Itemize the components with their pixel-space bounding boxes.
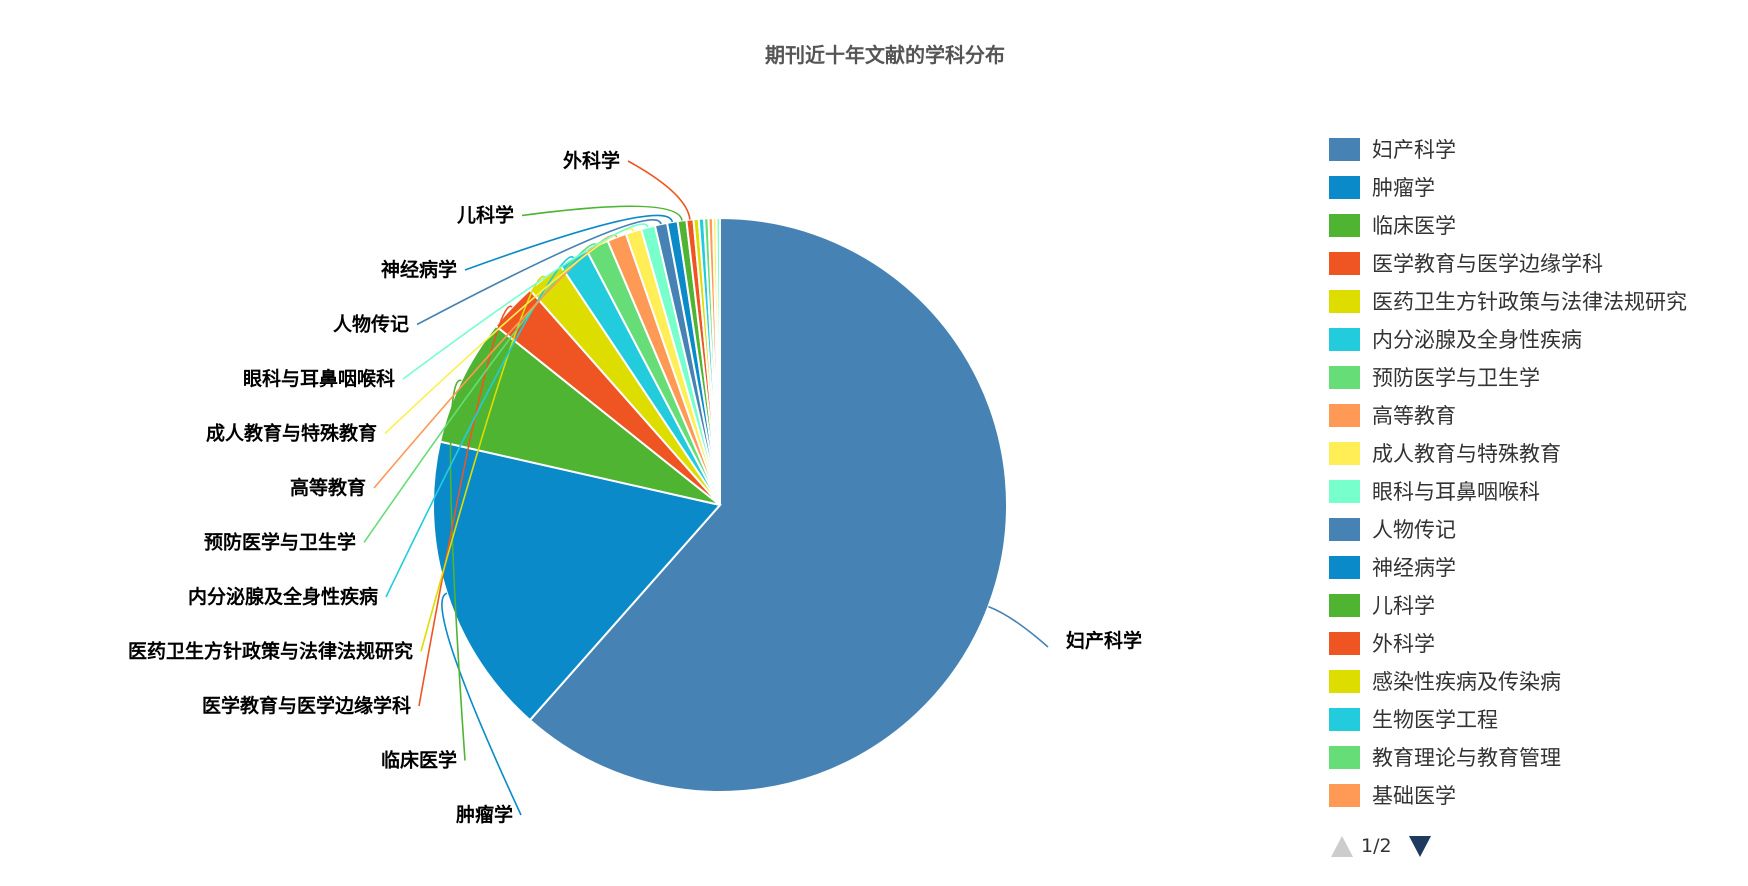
legend-label-8: 成人教育与特殊教育 xyxy=(1372,442,1561,466)
legend-label-4: 医药卫生方针政策与法律法规研究 xyxy=(1372,290,1687,314)
slice-label-8: 成人教育与特殊教育 xyxy=(206,422,377,445)
pie-slice-19[interactable] xyxy=(715,216,721,506)
leader-line-9 xyxy=(402,223,649,380)
legend-label-1: 肿瘤学 xyxy=(1372,176,1435,200)
legend-label-14: 感染性疾病及传染病 xyxy=(1372,670,1561,694)
leader-line-4 xyxy=(420,275,546,652)
slice-label-9: 眼科与耳鼻咽喉科 xyxy=(243,367,395,390)
legend-swatch-14 xyxy=(1329,670,1360,693)
legend-label-5: 内分泌腺及全身性疾病 xyxy=(1372,328,1582,352)
legend-label-17: 基础医学 xyxy=(1372,784,1456,808)
slice-label-2: 临床医学 xyxy=(381,749,457,772)
slice-label-4: 医药卫生方针政策与法律法规研究 xyxy=(128,640,413,663)
legend-item-1[interactable]: 肿瘤学 xyxy=(1329,176,1435,200)
legend-label-6: 预防医学与卫生学 xyxy=(1372,366,1540,390)
legend-swatch-11 xyxy=(1329,556,1360,579)
legend-swatch-15 xyxy=(1329,708,1360,731)
pager-text: 1/2 xyxy=(1361,835,1392,857)
label-leader-lines xyxy=(363,160,1049,816)
pager-prev-icon[interactable] xyxy=(1331,836,1353,857)
legend-swatch-2 xyxy=(1329,214,1360,237)
legend-item-0[interactable]: 妇产科学 xyxy=(1329,138,1456,162)
legend-swatch-6 xyxy=(1329,366,1360,389)
pie-slices xyxy=(432,216,1008,793)
slice-label-7: 高等教育 xyxy=(290,476,366,499)
slice-label-6: 预防医学与卫生学 xyxy=(204,531,356,554)
slice-label-12: 儿科学 xyxy=(456,204,514,227)
legend-item-10[interactable]: 人物传记 xyxy=(1329,518,1456,542)
legend-swatch-7 xyxy=(1329,404,1360,427)
leader-line-3 xyxy=(418,305,513,707)
leader-line-0 xyxy=(988,605,1049,648)
chart-title: 期刊近十年文献的学科分布 xyxy=(765,43,1005,67)
leader-line-1 xyxy=(441,592,522,816)
legend-swatch-9 xyxy=(1329,480,1360,503)
legend-swatch-12 xyxy=(1329,594,1360,617)
legend-label-12: 儿科学 xyxy=(1372,594,1435,618)
legend-label-16: 教育理论与教育管理 xyxy=(1372,746,1561,770)
legend-item-16[interactable]: 教育理论与教育管理 xyxy=(1329,746,1561,770)
legend-swatch-10 xyxy=(1329,518,1360,541)
legend-label-3: 医学教育与医学边缘学科 xyxy=(1372,252,1603,276)
legend-item-11[interactable]: 神经病学 xyxy=(1329,556,1456,580)
legend-swatch-17 xyxy=(1329,784,1360,807)
legend-pager: 1/2 xyxy=(1331,835,1431,857)
legend-item-3[interactable]: 医学教育与医学边缘学科 xyxy=(1329,252,1603,276)
legend-item-7[interactable]: 高等教育 xyxy=(1329,404,1456,428)
legend-item-6[interactable]: 预防医学与卫生学 xyxy=(1329,366,1540,390)
legend-item-5[interactable]: 内分泌腺及全身性疾病 xyxy=(1329,328,1582,352)
legend-swatch-0 xyxy=(1329,138,1360,161)
legend-label-11: 神经病学 xyxy=(1372,556,1456,580)
legend-swatch-8 xyxy=(1329,442,1360,465)
legend-item-14[interactable]: 感染性疾病及传染病 xyxy=(1329,670,1561,694)
leader-line-2 xyxy=(449,379,466,761)
legend-swatch-1 xyxy=(1329,176,1360,199)
legend-label-15: 生物医学工程 xyxy=(1372,708,1498,732)
slice-label-10: 人物传记 xyxy=(333,313,409,336)
legend-item-2[interactable]: 临床医学 xyxy=(1329,214,1456,238)
legend-label-9: 眼科与耳鼻咽喉科 xyxy=(1372,480,1540,504)
legend-swatch-16 xyxy=(1329,746,1360,769)
leader-line-12 xyxy=(521,205,683,221)
leader-line-11 xyxy=(464,214,674,271)
legend-item-12[interactable]: 儿科学 xyxy=(1329,594,1435,618)
leader-line-10 xyxy=(416,219,662,326)
slice-label-0: 妇产科学 xyxy=(1066,629,1142,652)
pager-next-icon[interactable] xyxy=(1409,836,1431,857)
legend-item-15[interactable]: 生物医学工程 xyxy=(1329,708,1498,732)
legend-item-9[interactable]: 眼科与耳鼻咽喉科 xyxy=(1329,480,1540,504)
legend-swatch-4 xyxy=(1329,290,1360,313)
slice-label-11: 神经病学 xyxy=(381,258,457,281)
legend-swatch-13 xyxy=(1329,632,1360,655)
leader-line-6 xyxy=(363,243,598,543)
leader-line-5 xyxy=(385,256,575,598)
legend-swatch-5 xyxy=(1329,328,1360,351)
legend-item-4[interactable]: 医药卫生方针政策与法律法规研究 xyxy=(1329,290,1687,314)
legend-label-13: 外科学 xyxy=(1372,632,1435,656)
slice-label-13: 外科学 xyxy=(563,149,620,172)
slice-label-5: 内分泌腺及全身性疾病 xyxy=(188,585,378,608)
legend-label-7: 高等教育 xyxy=(1372,404,1456,428)
slice-label-3: 医学教育与医学边缘学科 xyxy=(202,694,411,717)
legend-item-8[interactable]: 成人教育与特殊教育 xyxy=(1329,442,1561,466)
legend-item-13[interactable]: 外科学 xyxy=(1329,632,1435,656)
slice-label-1: 肿瘤学 xyxy=(456,803,513,826)
legend-label-0: 妇产科学 xyxy=(1372,138,1456,162)
legend-label-10: 人物传记 xyxy=(1372,518,1456,542)
leader-line-13 xyxy=(627,160,691,220)
legend-swatch-3 xyxy=(1329,252,1360,275)
legend-label-2: 临床医学 xyxy=(1372,214,1456,238)
legend-item-17[interactable]: 基础医学 xyxy=(1329,784,1456,808)
legend: 妇产科学肿瘤学临床医学医学教育与医学边缘学科医药卫生方针政策与法律法规研究内分泌… xyxy=(1329,138,1687,808)
pie-slice-0[interactable] xyxy=(528,216,1008,793)
